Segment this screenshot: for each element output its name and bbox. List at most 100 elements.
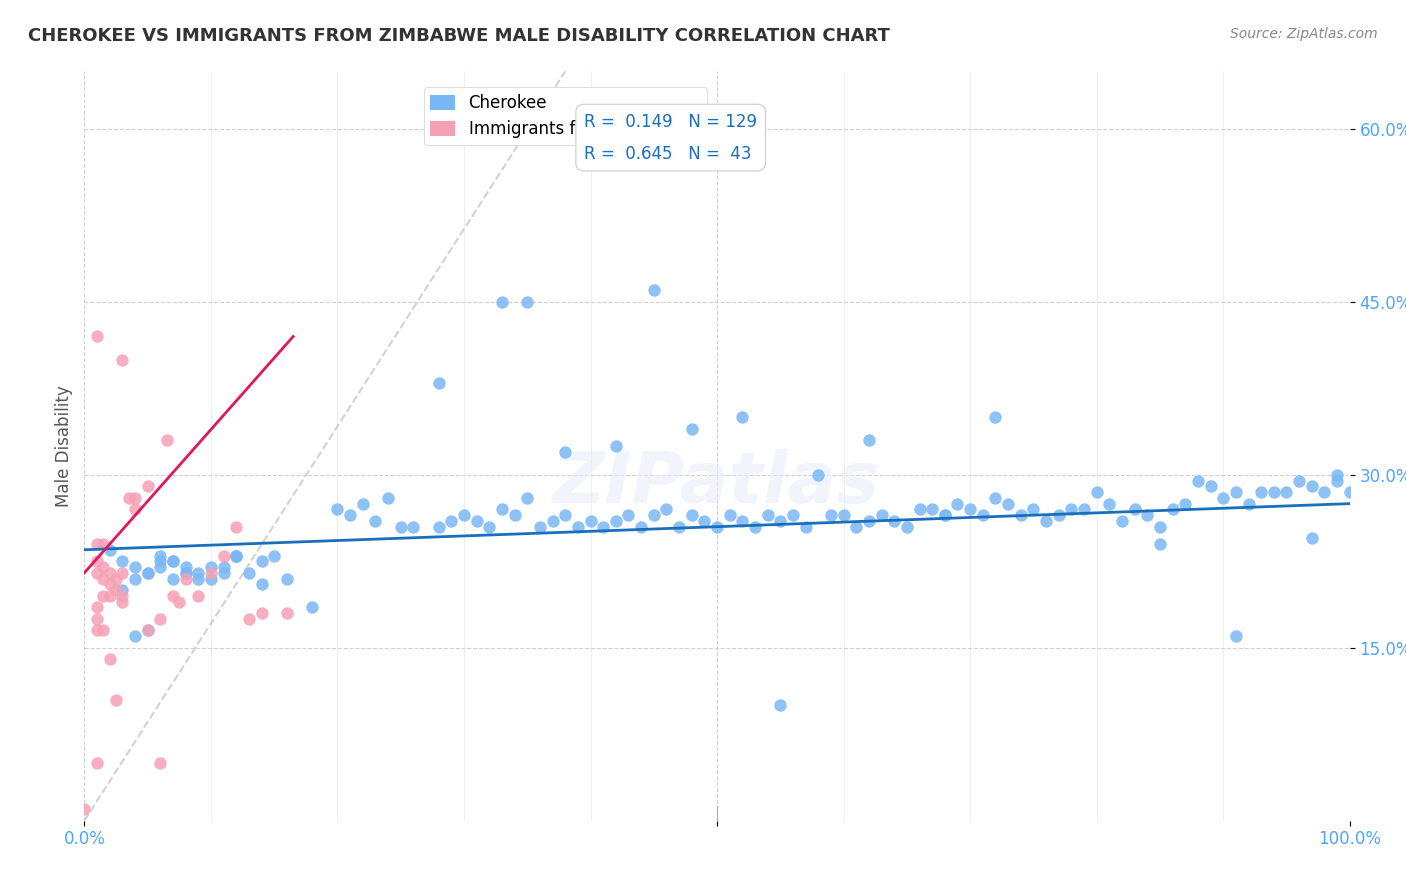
Point — [377, 491, 399, 505]
Point — [73, 802, 96, 816]
Point — [794, 519, 817, 533]
Point — [301, 600, 323, 615]
Point — [605, 439, 627, 453]
Point — [136, 566, 159, 580]
Point — [1212, 491, 1234, 505]
Point — [807, 467, 830, 482]
Point — [149, 612, 172, 626]
Point — [162, 572, 184, 586]
Point — [174, 566, 197, 580]
Point — [136, 624, 159, 638]
Point — [769, 514, 792, 528]
Point — [858, 434, 880, 448]
Point — [820, 508, 842, 523]
Point — [1174, 497, 1197, 511]
Point — [169, 594, 191, 608]
Point — [98, 566, 121, 580]
Point — [541, 514, 564, 528]
Point — [111, 583, 134, 598]
Point — [162, 554, 184, 568]
Point — [465, 514, 488, 528]
Point — [111, 566, 134, 580]
Point — [98, 589, 121, 603]
Point — [212, 566, 235, 580]
Point — [250, 554, 273, 568]
Point — [124, 502, 146, 516]
Point — [86, 756, 108, 770]
Point — [706, 519, 728, 533]
Point — [389, 519, 412, 533]
Point — [238, 612, 260, 626]
Point — [225, 549, 247, 563]
Point — [427, 519, 450, 533]
Point — [870, 508, 893, 523]
Point — [155, 434, 177, 448]
Legend: Cherokee, Immigrants from Zimbabwe: Cherokee, Immigrants from Zimbabwe — [423, 87, 707, 145]
Point — [1187, 474, 1209, 488]
Point — [111, 554, 134, 568]
Point — [187, 572, 209, 586]
Point — [276, 572, 298, 586]
Point — [643, 508, 665, 523]
Point — [668, 519, 690, 533]
Point — [187, 566, 209, 580]
Point — [908, 502, 931, 516]
Point — [516, 294, 538, 309]
Point — [946, 497, 969, 511]
Text: CHEROKEE VS IMMIGRANTS FROM ZIMBABWE MALE DISABILITY CORRELATION CHART: CHEROKEE VS IMMIGRANTS FROM ZIMBABWE MAL… — [28, 27, 890, 45]
Point — [592, 519, 614, 533]
Point — [174, 560, 197, 574]
Y-axis label: Male Disability: Male Disability — [55, 385, 73, 507]
Point — [693, 514, 716, 528]
Point — [136, 624, 159, 638]
Point — [86, 600, 108, 615]
Point — [352, 497, 374, 511]
Point — [617, 508, 640, 523]
Point — [1098, 497, 1121, 511]
Point — [1339, 485, 1361, 500]
Text: R =  0.149   N = 129
R =  0.645   N =  43: R = 0.149 N = 129 R = 0.645 N = 43 — [585, 112, 758, 162]
Point — [896, 519, 918, 533]
Point — [1035, 514, 1057, 528]
Point — [1149, 519, 1171, 533]
Point — [149, 549, 172, 563]
Point — [149, 554, 172, 568]
Point — [105, 583, 127, 598]
Point — [212, 549, 235, 563]
Point — [149, 560, 172, 574]
Point — [200, 572, 222, 586]
Point — [1313, 485, 1336, 500]
Point — [858, 514, 880, 528]
Point — [643, 284, 665, 298]
Point — [124, 629, 146, 643]
Point — [98, 652, 121, 666]
Point — [402, 519, 425, 533]
Point — [1326, 474, 1348, 488]
Point — [503, 508, 526, 523]
Text: ZIPatlas: ZIPatlas — [554, 449, 880, 518]
Point — [339, 508, 361, 523]
Point — [1237, 497, 1260, 511]
Point — [162, 589, 184, 603]
Point — [681, 508, 703, 523]
Point — [250, 606, 273, 620]
Point — [326, 502, 349, 516]
Point — [1288, 474, 1310, 488]
Point — [187, 589, 209, 603]
Point — [250, 577, 273, 591]
Point — [605, 514, 627, 528]
Point — [276, 606, 298, 620]
Point — [124, 491, 146, 505]
Point — [93, 560, 115, 574]
Point — [136, 479, 159, 493]
Point — [440, 514, 463, 528]
Point — [124, 560, 146, 574]
Point — [124, 572, 146, 586]
Point — [883, 514, 905, 528]
Point — [1010, 508, 1032, 523]
Point — [1047, 508, 1070, 523]
Point — [453, 508, 475, 523]
Point — [93, 572, 115, 586]
Point — [263, 549, 285, 563]
Point — [212, 560, 235, 574]
